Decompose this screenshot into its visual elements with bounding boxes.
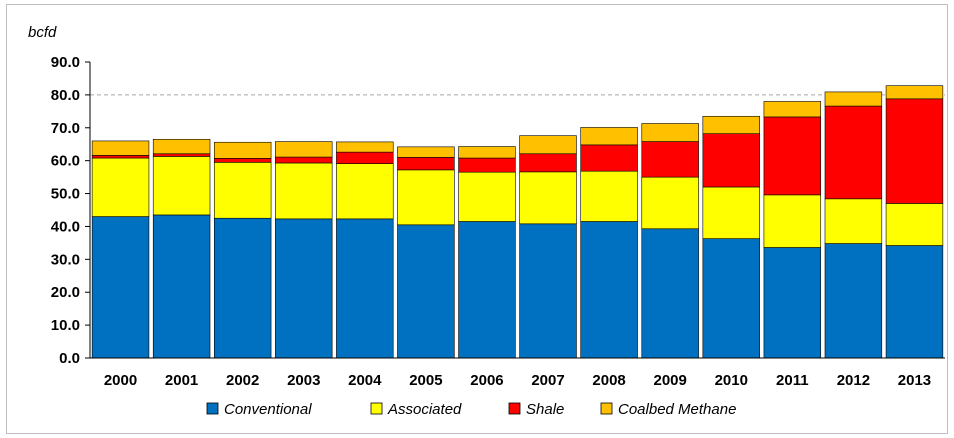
bar-coalbed-methane-2012 bbox=[824, 91, 883, 107]
x-tick-label-2003: 2003 bbox=[287, 372, 320, 389]
bar-shale-2010 bbox=[702, 133, 760, 188]
x-tick-label-2010: 2010 bbox=[715, 372, 748, 389]
legend-swatch-shale bbox=[508, 402, 521, 415]
y-tick-label-7: 70.0 bbox=[51, 120, 80, 137]
bar-associated-2011 bbox=[763, 194, 822, 248]
x-tick-label-2007: 2007 bbox=[531, 372, 564, 389]
x-tick-label-2013: 2013 bbox=[898, 372, 931, 389]
legend-label-coalbed-methane: Coalbed Methane bbox=[618, 401, 736, 418]
y-tick-label-3: 30.0 bbox=[51, 251, 80, 268]
bar-coalbed-methane-2010 bbox=[702, 115, 760, 134]
bar-associated-2013 bbox=[885, 203, 944, 246]
bar-coalbed-methane-2007 bbox=[519, 135, 577, 155]
x-tick-label-2006: 2006 bbox=[470, 372, 503, 389]
bar-coalbed-methane-2000 bbox=[91, 140, 150, 156]
bar-shale-2006 bbox=[458, 157, 516, 173]
bar-conventional-2009 bbox=[641, 228, 699, 359]
bar-conventional-2001 bbox=[152, 214, 211, 359]
x-tick-label-2000: 2000 bbox=[104, 372, 137, 389]
bar-coalbed-methane-2011 bbox=[763, 101, 822, 118]
y-tick-label-8: 80.0 bbox=[51, 87, 80, 104]
bar-shale-2002 bbox=[213, 158, 272, 163]
x-tick-label-2001: 2001 bbox=[165, 372, 198, 389]
bar-associated-2005 bbox=[397, 169, 455, 226]
bar-associated-2002 bbox=[213, 162, 272, 219]
bar-shale-2005 bbox=[397, 157, 455, 171]
bar-coalbed-methane-2013 bbox=[885, 85, 944, 100]
bar-coalbed-methane-2003 bbox=[275, 141, 333, 158]
legend-swatch-conventional bbox=[206, 402, 219, 415]
y-tick-label-1: 10.0 bbox=[51, 317, 80, 334]
bar-conventional-2013 bbox=[885, 245, 944, 359]
y-tick-label-6: 60.0 bbox=[51, 153, 80, 170]
bar-conventional-2005 bbox=[397, 224, 455, 359]
bar-shale-2013 bbox=[885, 98, 944, 204]
legend-label-conventional: Conventional bbox=[224, 401, 312, 418]
bar-associated-2007 bbox=[519, 171, 577, 225]
bar-conventional-2008 bbox=[580, 221, 638, 359]
bar-shale-2009 bbox=[641, 141, 699, 178]
bar-conventional-2000 bbox=[91, 216, 150, 359]
bar-conventional-2002 bbox=[213, 217, 272, 359]
bar-shale-2008 bbox=[580, 144, 638, 172]
y-tick-label-4: 40.0 bbox=[51, 218, 80, 235]
bar-coalbed-methane-2001 bbox=[152, 138, 211, 155]
bar-coalbed-methane-2006 bbox=[458, 146, 516, 159]
bar-conventional-2003 bbox=[275, 218, 333, 359]
bar-associated-2004 bbox=[336, 163, 394, 220]
y-tick-label-0: 0.0 bbox=[59, 350, 80, 367]
bar-shale-2000 bbox=[91, 155, 150, 159]
legend-label-shale: Shale bbox=[526, 401, 564, 418]
bar-coalbed-methane-2002 bbox=[213, 141, 272, 159]
bar-associated-2012 bbox=[824, 198, 883, 244]
bar-shale-2004 bbox=[336, 151, 394, 164]
bar-shale-2012 bbox=[824, 105, 883, 200]
bar-associated-2008 bbox=[580, 170, 638, 222]
bar-associated-2000 bbox=[91, 157, 150, 217]
legend-swatch-associated bbox=[370, 402, 383, 415]
bar-coalbed-methane-2004 bbox=[336, 141, 394, 153]
legend-swatch-coalbed-methane bbox=[600, 402, 613, 415]
bar-conventional-2004 bbox=[336, 218, 394, 359]
bar-conventional-2012 bbox=[824, 243, 883, 359]
y-tick-label-2: 20.0 bbox=[51, 284, 80, 301]
bar-associated-2003 bbox=[275, 162, 333, 220]
y-tick-label-9: 90.0 bbox=[51, 54, 80, 71]
x-tick-label-2011: 2011 bbox=[776, 372, 809, 389]
bar-associated-2009 bbox=[641, 176, 699, 230]
x-tick-label-2009: 2009 bbox=[653, 372, 686, 389]
bar-conventional-2011 bbox=[763, 247, 822, 359]
bar-associated-2006 bbox=[458, 171, 516, 222]
x-tick-label-2008: 2008 bbox=[592, 372, 625, 389]
y-unit-label: bcfd bbox=[28, 24, 57, 41]
bar-associated-2001 bbox=[152, 156, 211, 216]
bar-shale-2001 bbox=[152, 153, 211, 157]
bar-conventional-2007 bbox=[519, 223, 577, 359]
bar-conventional-2006 bbox=[458, 221, 516, 359]
x-tick-label-2002: 2002 bbox=[226, 372, 259, 389]
bar-shale-2007 bbox=[519, 153, 577, 173]
bar-coalbed-methane-2008 bbox=[580, 127, 638, 146]
bar-shale-2011 bbox=[763, 116, 822, 196]
bar-conventional-2010 bbox=[702, 238, 760, 359]
x-tick-label-2012: 2012 bbox=[837, 372, 870, 389]
bar-associated-2010 bbox=[702, 186, 760, 239]
legend-label-associated: Associated bbox=[387, 401, 462, 418]
bar-coalbed-methane-2009 bbox=[641, 123, 699, 142]
bar-shale-2003 bbox=[275, 156, 333, 164]
x-tick-label-2004: 2004 bbox=[348, 372, 382, 389]
x-tick-label-2005: 2005 bbox=[409, 372, 442, 389]
bar-coalbed-methane-2005 bbox=[397, 146, 455, 158]
y-tick-label-5: 50.0 bbox=[51, 186, 80, 203]
